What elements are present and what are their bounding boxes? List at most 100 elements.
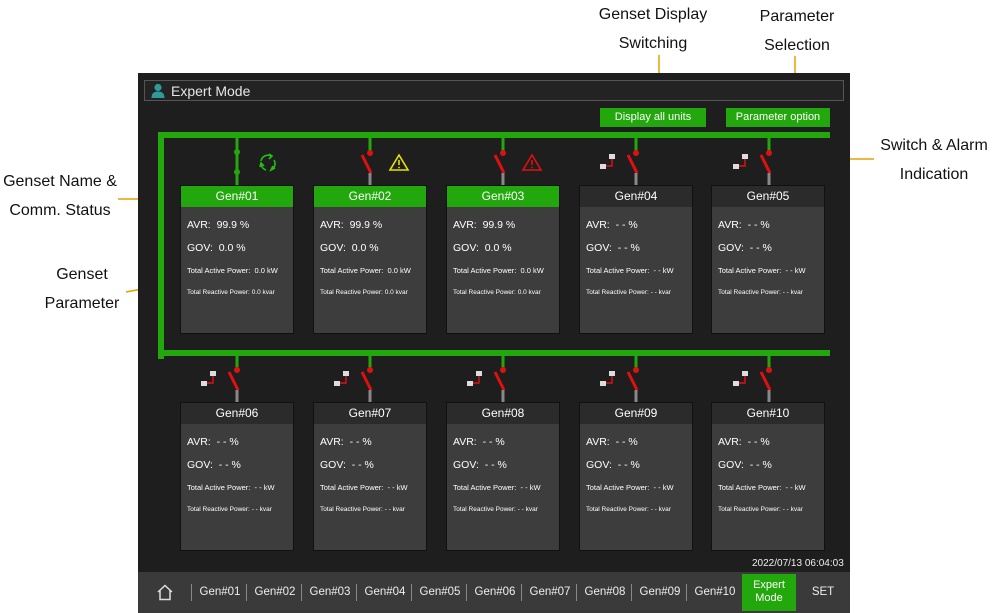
warning-icon	[388, 153, 410, 171]
gov-label: GOV:	[586, 459, 612, 471]
reactive-power-value: - - kvar	[782, 289, 803, 296]
annotation-switch-alarm: Switch & Alarm Indication	[872, 131, 995, 189]
gov-value: - - %	[749, 242, 772, 254]
active-power-label: Total Active Power:	[586, 483, 650, 492]
parameter-option-button[interactable]: Parameter option	[726, 108, 830, 127]
nav-set[interactable]: SET	[811, 586, 835, 598]
nav-gen05[interactable]: Gen#05	[419, 586, 461, 598]
genset-card-gen05[interactable]: Gen#05 AVR: - - % GOV: - - % Total Activ…	[711, 185, 825, 334]
genset-card-gen06[interactable]: Gen#06 AVR: - - % GOV: - - % Total Activ…	[180, 402, 294, 551]
active-power-row: Total Active Power: - - kW	[718, 483, 806, 492]
breaker-gen08	[493, 356, 506, 402]
nav-gen07[interactable]: Gen#07	[529, 586, 571, 598]
nav-gen03[interactable]: Gen#03	[309, 586, 351, 598]
nav-expert-mode[interactable]: Expert Mode	[742, 574, 796, 611]
home-icon[interactable]	[156, 584, 174, 601]
avr-label: AVR:	[718, 219, 742, 231]
nav-separator	[246, 584, 247, 601]
gov-label: GOV:	[320, 242, 346, 254]
reactive-power-row: Total Reactive Power: 0.0 kvar	[453, 289, 541, 296]
genset-name: Gen#02	[314, 186, 426, 207]
annotation-line: Selection	[764, 37, 830, 54]
genset-name: Gen#07	[314, 403, 426, 424]
genset-card-gen01[interactable]: Gen#01 AVR: 99.9 % GOV: 0.0 % Total Acti…	[180, 185, 294, 334]
genset-card-gen03[interactable]: Gen#03 AVR: 99.9 % GOV: 0.0 % Total Acti…	[446, 185, 560, 334]
reactive-power-row: Total Reactive Power: 0.0 kvar	[320, 289, 408, 296]
comm-status-icon	[334, 371, 349, 386]
genset-card-gen07[interactable]: Gen#07 AVR: - - % GOV: - - % Total Activ…	[313, 402, 427, 551]
active-power-row: Total Active Power: - - kW	[586, 483, 674, 492]
gov-label: GOV:	[187, 242, 213, 254]
gov-row: GOV: - - %	[187, 459, 241, 471]
nav-separator	[686, 584, 687, 601]
nav-separator	[521, 584, 522, 601]
display-all-units-button[interactable]: Display all units	[600, 108, 706, 127]
gov-label: GOV:	[453, 459, 479, 471]
reactive-power-label: Total Reactive Power:	[187, 289, 250, 296]
genset-card-gen09[interactable]: Gen#09 AVR: - - % GOV: - - % Total Activ…	[579, 402, 693, 551]
reactive-power-label: Total Reactive Power:	[718, 506, 781, 513]
annotation-line: Parameter	[44, 295, 120, 312]
annotation-line: Parameter	[759, 8, 835, 25]
gov-value: - - %	[218, 459, 241, 471]
comm-status-icon	[600, 371, 615, 386]
active-power-value: 0.0 kW	[254, 266, 278, 275]
nav-separator	[191, 584, 192, 601]
gov-row: GOV: - - %	[586, 242, 640, 254]
annotation-line: Switch & Alarm	[880, 137, 988, 154]
hmi-screen: Expert Mode Display all units Parameter …	[138, 73, 850, 613]
gov-label: GOV:	[187, 459, 213, 471]
avr-row: AVR: - - %	[320, 436, 372, 448]
annotation-parameter-selection: Parameter Selection	[737, 2, 857, 60]
active-power-value: 0.0 kW	[520, 266, 544, 275]
active-power-value: - - kW	[653, 266, 674, 275]
nav-gen01[interactable]: Gen#01	[199, 586, 241, 598]
reactive-power-value: 0.0 kvar	[384, 289, 408, 296]
genset-name: Gen#04	[580, 186, 692, 207]
reactive-power-value: - - kvar	[782, 506, 803, 513]
gov-label: GOV:	[453, 242, 479, 254]
nav-separator	[466, 584, 467, 601]
nav-gen06[interactable]: Gen#06	[474, 586, 516, 598]
reactive-power-label: Total Reactive Power:	[453, 506, 516, 513]
active-power-label: Total Active Power:	[453, 266, 517, 275]
nav-gen09[interactable]: Gen#09	[639, 586, 681, 598]
active-power-label: Total Active Power:	[320, 266, 384, 275]
avr-label: AVR:	[187, 219, 211, 231]
breaker-gen09	[626, 356, 639, 402]
active-power-value: - - kW	[387, 483, 408, 492]
active-power-row: Total Active Power: - - kW	[187, 483, 275, 492]
avr-value: 99.9 %	[349, 219, 383, 231]
active-power-row: Total Active Power: 0.0 kW	[187, 266, 278, 275]
avr-value: - - %	[349, 436, 372, 448]
avr-label: AVR:	[187, 436, 211, 448]
nav-separator	[356, 584, 357, 601]
gov-value: 0.0 %	[351, 242, 379, 254]
avr-row: AVR: - - %	[718, 436, 770, 448]
active-power-row: Total Active Power: - - kW	[718, 266, 806, 275]
active-power-label: Total Active Power:	[586, 266, 650, 275]
nav-gen02[interactable]: Gen#02	[254, 586, 296, 598]
nav-gen08[interactable]: Gen#08	[584, 586, 626, 598]
reactive-power-row: Total Reactive Power: - - kvar	[586, 506, 671, 513]
nav-gen10[interactable]: Gen#10	[694, 586, 736, 598]
reactive-power-row: Total Reactive Power: - - kvar	[453, 506, 538, 513]
gov-value: - - %	[351, 459, 374, 471]
gov-row: GOV: - - %	[718, 242, 772, 254]
gov-row: GOV: - - %	[453, 459, 507, 471]
genset-card-gen08[interactable]: Gen#08 AVR: - - % GOV: - - % Total Activ…	[446, 402, 560, 551]
avr-label: AVR:	[586, 219, 610, 231]
genset-card-gen04[interactable]: Gen#04 AVR: - - % GOV: - - % Total Activ…	[579, 185, 693, 334]
annotation-display-switching: Genset Display Switching	[588, 0, 718, 58]
genset-name: Gen#08	[447, 403, 559, 424]
nav-expert-line: Expert	[753, 579, 785, 591]
title-bar: Expert Mode	[144, 80, 844, 101]
active-power-row: Total Active Power: - - kW	[320, 483, 408, 492]
genset-name: Gen#05	[712, 186, 824, 207]
annotation-line: Genset Display	[598, 6, 708, 23]
genset-card-gen02[interactable]: Gen#02 AVR: 99.9 % GOV: 0.0 % Total Acti…	[313, 185, 427, 334]
genset-card-gen10[interactable]: Gen#10 AVR: - - % GOV: - - % Total Activ…	[711, 402, 825, 551]
nav-gen04[interactable]: Gen#04	[364, 586, 406, 598]
switch-layer	[201, 138, 772, 402]
active-power-value: - - kW	[785, 266, 806, 275]
